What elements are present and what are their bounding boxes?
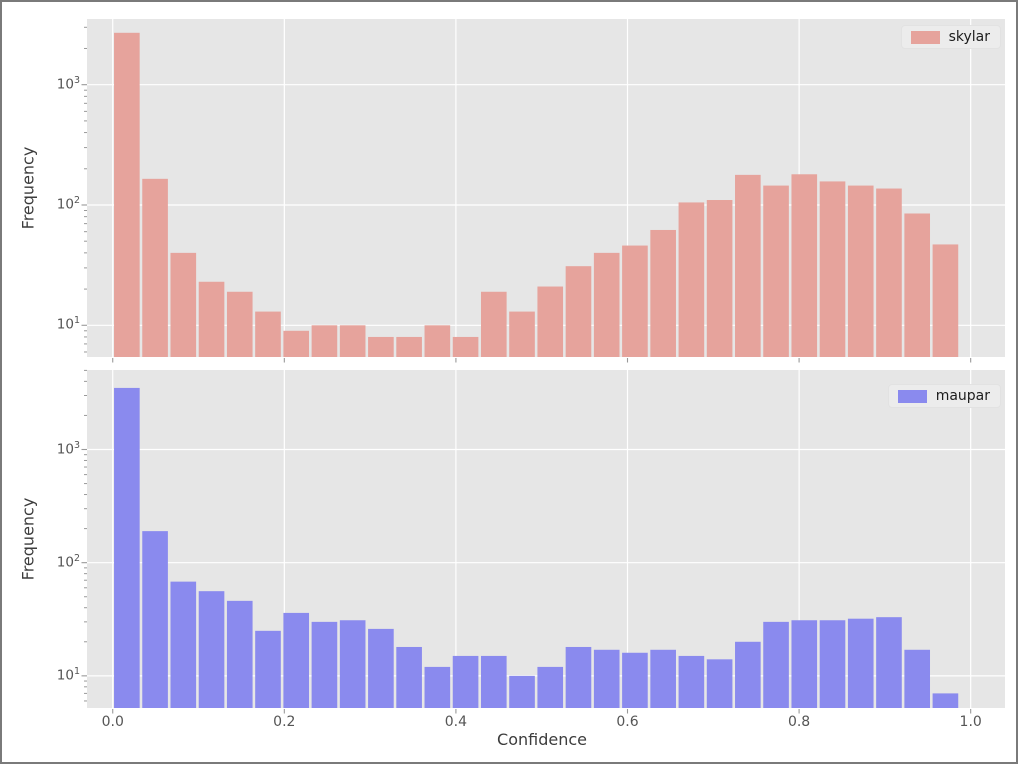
histogram-bar xyxy=(791,620,818,708)
x-tick-label: 0.0 xyxy=(101,714,124,730)
histogram-bar xyxy=(311,621,338,708)
histogram-bar xyxy=(537,286,564,357)
histogram-bar xyxy=(706,200,733,357)
histogram-bar xyxy=(876,617,902,708)
histogram-bar xyxy=(283,330,310,357)
histogram-bar xyxy=(114,387,140,708)
histogram-bar xyxy=(424,666,451,708)
y-tick-label: 101 xyxy=(56,315,80,333)
x-tick-label: 0.2 xyxy=(273,714,296,730)
histogram-bar xyxy=(480,655,507,708)
y-tick-label: 103 xyxy=(56,439,80,458)
histogram-bar xyxy=(311,325,338,357)
histogram-bar xyxy=(791,174,818,357)
histogram-bar xyxy=(255,311,281,357)
y-axis-label-bottom: Frequency xyxy=(18,497,38,581)
histogram-bar xyxy=(819,181,846,357)
histogram-bar xyxy=(170,252,197,357)
histogram-bar xyxy=(735,174,761,357)
histogram-bar xyxy=(198,591,225,708)
histogram-bar xyxy=(198,281,225,357)
histogram-bar xyxy=(622,652,648,708)
histogram-bar xyxy=(622,245,648,357)
y-tick-label: 102 xyxy=(56,552,80,571)
histogram-bar xyxy=(424,325,451,357)
histogram-bar xyxy=(932,244,959,357)
histogram-bar xyxy=(339,620,366,708)
histogram-bar xyxy=(339,325,366,357)
histogram-bar xyxy=(480,291,507,357)
histogram-bar xyxy=(593,649,620,708)
histogram-bar xyxy=(509,311,535,357)
y-tick-label: 102 xyxy=(56,194,80,213)
histogram-bar xyxy=(368,336,394,357)
histogram-bar xyxy=(593,252,620,357)
histogram-bar xyxy=(904,213,931,357)
histogram-bar xyxy=(819,620,846,708)
histogram-bar xyxy=(735,641,761,708)
histogram-bar xyxy=(565,266,592,357)
y-axis-label-top: Frequency xyxy=(18,146,38,230)
x-tick-label: 1.0 xyxy=(959,714,982,730)
histogram-bar xyxy=(142,531,168,708)
histogram-bar xyxy=(706,659,733,708)
histogram-bar xyxy=(537,666,564,708)
histogram-bar xyxy=(678,202,705,357)
histogram-bar xyxy=(396,646,422,708)
x-tick-label: 0.6 xyxy=(616,714,639,730)
histogram-bar xyxy=(226,600,253,708)
histogram-bar xyxy=(650,229,676,357)
histogram-bar xyxy=(114,32,140,358)
legend-skylar: skylar xyxy=(900,25,1001,49)
histogram-bar xyxy=(452,336,479,357)
histogram-bar xyxy=(368,628,394,708)
histogram-bar xyxy=(932,693,959,708)
histogram-bar xyxy=(847,618,874,708)
histogram-bar xyxy=(170,581,197,708)
histogram-bar xyxy=(904,649,931,708)
x-tick-label: 0.8 xyxy=(787,714,811,730)
legend-label-maupar: maupar xyxy=(935,388,990,404)
histogram-bar xyxy=(847,185,874,357)
histogram-bar xyxy=(396,336,422,357)
histogram-bar xyxy=(452,655,479,708)
histogram-bar xyxy=(650,649,676,708)
legend-swatch-maupar xyxy=(897,389,927,403)
histogram-bar xyxy=(142,178,168,357)
histogram-bar xyxy=(565,646,592,708)
legend-label-skylar: skylar xyxy=(948,29,990,45)
histogram-bar xyxy=(678,655,705,708)
legend-maupar: maupar xyxy=(887,384,1001,408)
histogram-bar xyxy=(255,630,281,708)
histogram-bar xyxy=(763,621,789,708)
x-axis-label: Confidence xyxy=(497,730,587,749)
histogram-bar xyxy=(763,185,789,357)
histogram-bar xyxy=(226,291,253,357)
histogram-bar xyxy=(509,675,535,708)
y-tick-label: 103 xyxy=(56,74,80,93)
histogram-bar xyxy=(283,612,310,708)
x-tick-label: 0.4 xyxy=(444,714,468,730)
y-tick-label: 101 xyxy=(56,665,80,684)
histogram-bar xyxy=(876,188,902,357)
legend-swatch-skylar xyxy=(910,30,940,44)
